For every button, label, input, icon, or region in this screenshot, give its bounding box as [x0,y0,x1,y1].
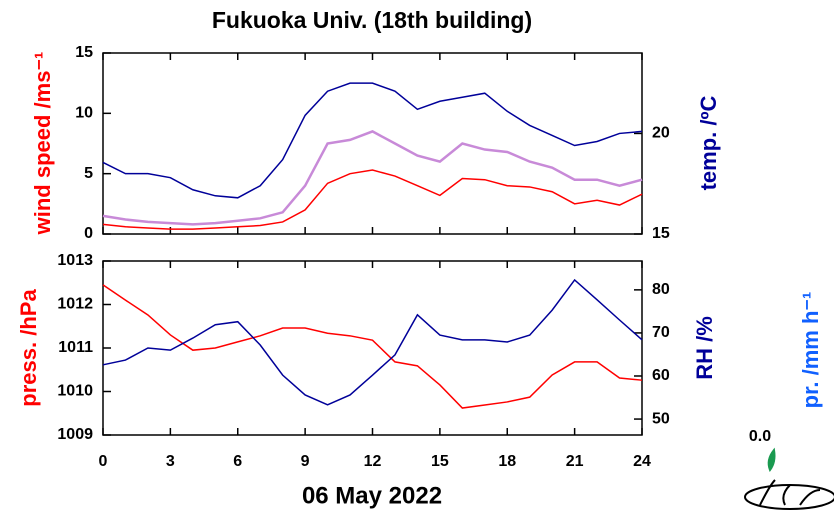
x-tick-label: 3 [166,453,175,470]
x-tick-label: 9 [301,453,310,470]
x-axis-label: 06 May 2022 [302,482,442,509]
y-tick-label: 1009 [57,426,93,443]
y-tick-label: 1013 [57,252,93,269]
series-line [102,82,643,199]
logo [744,447,834,510]
y-tick-label: 1012 [57,296,93,313]
x-tick-label: 0 [99,453,108,470]
x-tick-label: 12 [364,453,382,470]
y-tick-label: 1010 [57,383,93,400]
y-tick-label: 0 [84,225,93,242]
y2-tick-label: 50 [652,410,670,427]
x-tick-label: 15 [431,453,449,470]
y-axis-label: press. /hPa [16,289,41,407]
series-line [102,284,643,409]
x-tick-label: 18 [498,453,516,470]
plot-frame [102,260,643,436]
y2-tick-label: 20 [652,125,670,142]
series-line [102,130,643,226]
y2-tick-label: 70 [652,324,670,341]
y2-tick-label: 60 [652,367,670,384]
y-axis-label: wind speed /ms⁻¹ [30,52,55,236]
x-tick-label: 6 [233,453,242,470]
series-line [102,169,643,230]
y-tick-label: 5 [84,165,93,182]
y-tick-label: 10 [75,105,93,122]
y2-axis-label: temp. /ºC [696,95,721,190]
plot-frame [102,52,643,235]
y3-tick-label: 0.0 [749,428,771,445]
y3-axis-label: pr. /mm h⁻¹ [798,292,823,409]
y2-tick-label: 15 [652,225,670,242]
x-tick-label: 21 [566,453,584,470]
y2-tick-label: 80 [652,281,670,298]
y2-axis-label: RH /% [692,316,717,380]
series-line [102,278,643,406]
x-tick-label: 24 [633,453,651,470]
chart-title: Fukuoka Univ. (18th building) [212,7,532,33]
y-tick-label: 1011 [58,339,93,356]
y-tick-label: 15 [75,44,93,61]
